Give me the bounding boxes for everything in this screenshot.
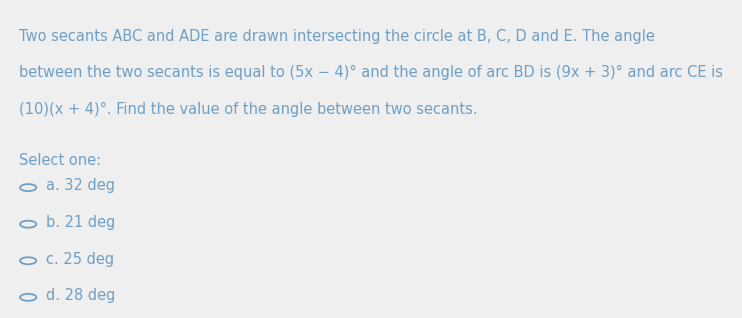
Text: b. 21 deg: b. 21 deg (46, 215, 115, 230)
Text: between the two secants is equal to (5x − 4)° and the angle of arc BD is (9x + 3: between the two secants is equal to (5x … (19, 65, 723, 80)
Text: Select one:: Select one: (19, 153, 101, 168)
Text: d. 28 deg: d. 28 deg (46, 288, 115, 303)
Text: c. 25 deg: c. 25 deg (46, 252, 114, 266)
Text: (10)(x + 4)°. Find the value of the angle between two secants.: (10)(x + 4)°. Find the value of the angl… (19, 102, 477, 117)
Text: Two secants ABC and ADE are drawn intersecting the circle at B, C, D and E. The : Two secants ABC and ADE are drawn inters… (19, 29, 654, 44)
Text: a. 32 deg: a. 32 deg (46, 178, 115, 193)
